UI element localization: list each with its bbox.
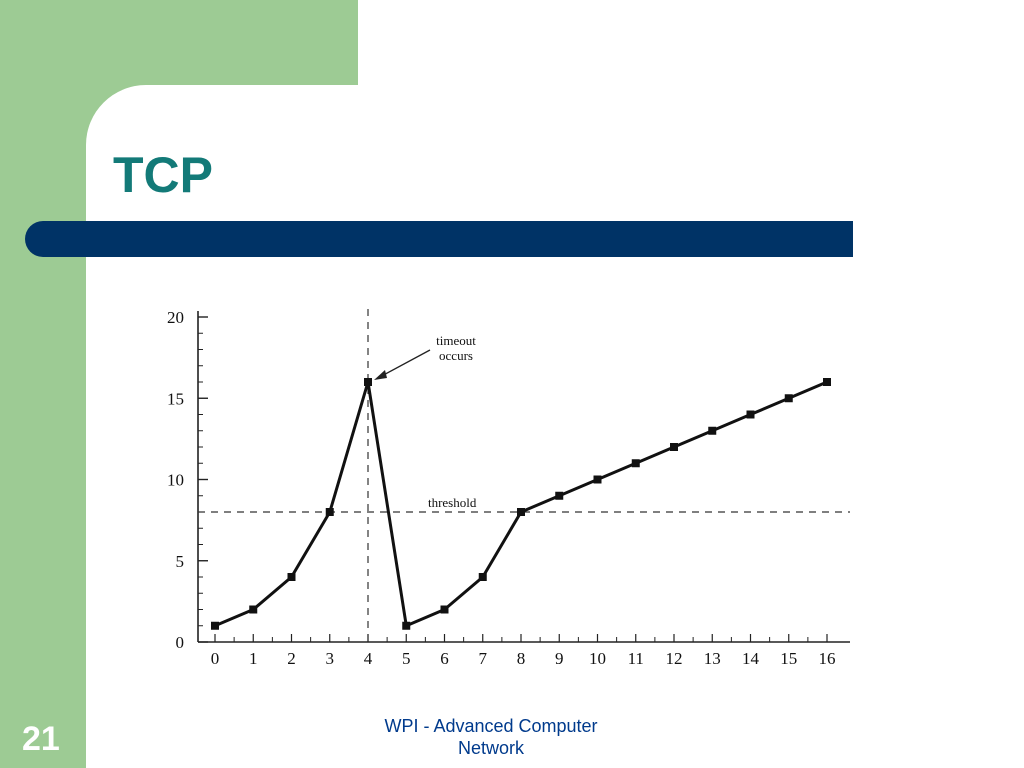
cwnd-data-point bbox=[823, 378, 831, 386]
x-tick-label: 4 bbox=[364, 649, 373, 668]
timeout-arrow bbox=[377, 349, 431, 379]
cwnd-data-point bbox=[708, 426, 717, 435]
slide-number: 21 bbox=[22, 720, 60, 758]
cwnd-data-point bbox=[670, 443, 678, 451]
cwnd-data-point bbox=[631, 459, 640, 468]
cwnd-series-line bbox=[214, 380, 828, 628]
timeout-arrowhead bbox=[374, 370, 387, 380]
y-tick-label: 0 bbox=[176, 633, 185, 652]
cwnd-data-point bbox=[249, 605, 258, 614]
y-tick-label: 5 bbox=[176, 552, 185, 571]
y-tick-label: 20 bbox=[167, 308, 184, 327]
slide-panel bbox=[86, 85, 1024, 768]
x-tick-label: 16 bbox=[819, 649, 836, 668]
x-tick-label: 2 bbox=[287, 649, 296, 668]
footer-text: WPI - Advanced Computer Network bbox=[384, 716, 598, 758]
slide-title: TCP bbox=[113, 147, 213, 203]
x-tick-label: 15 bbox=[780, 649, 797, 668]
x-tick-label: 11 bbox=[628, 649, 644, 668]
x-tick-label: 8 bbox=[517, 649, 526, 668]
cwnd-data-point bbox=[402, 621, 411, 630]
chart-axes bbox=[197, 311, 850, 643]
cwnd-data-point bbox=[517, 508, 525, 516]
x-tick-label: 14 bbox=[742, 649, 760, 668]
reference-lines bbox=[198, 309, 850, 642]
cwnd-chart: 05101520012345678910111213141516cwndthre… bbox=[167, 308, 850, 668]
series-layer bbox=[211, 378, 831, 630]
threshold-label: threshold bbox=[428, 495, 477, 510]
x-tick-label: 0 bbox=[211, 649, 220, 668]
x-tick-label: 9 bbox=[555, 649, 564, 668]
x-tick-label: 1 bbox=[249, 649, 258, 668]
x-tick-label: 5 bbox=[402, 649, 411, 668]
cwnd-data-point bbox=[364, 378, 372, 386]
x-tick-label: 3 bbox=[326, 649, 335, 668]
timeout-label: occurs bbox=[439, 348, 473, 363]
x-tick-label: 13 bbox=[704, 649, 721, 668]
cwnd-data-point bbox=[325, 508, 334, 516]
slide-panel-top bbox=[358, 0, 1024, 90]
title-underline-bar bbox=[25, 221, 853, 257]
cwnd-data-point bbox=[287, 573, 296, 581]
cwnd-data-point bbox=[440, 605, 449, 614]
y-tick-label: 10 bbox=[167, 471, 184, 490]
x-tick-label: 6 bbox=[440, 649, 449, 668]
y-tick-label: 15 bbox=[167, 389, 184, 408]
labels-layer: 05101520012345678910111213141516cwndthre… bbox=[167, 308, 836, 668]
cwnd-data-point bbox=[746, 410, 755, 419]
timeout-label: timeout bbox=[436, 333, 476, 348]
cwnd-data-point bbox=[593, 475, 602, 484]
cwnd-data-point bbox=[211, 621, 219, 630]
cwnd-data-point bbox=[478, 573, 487, 581]
cwnd-data-point bbox=[555, 491, 564, 500]
x-tick-label: 12 bbox=[666, 649, 683, 668]
cwnd-data-point bbox=[784, 394, 793, 403]
x-tick-label: 10 bbox=[589, 649, 606, 668]
x-tick-label: 7 bbox=[479, 649, 488, 668]
